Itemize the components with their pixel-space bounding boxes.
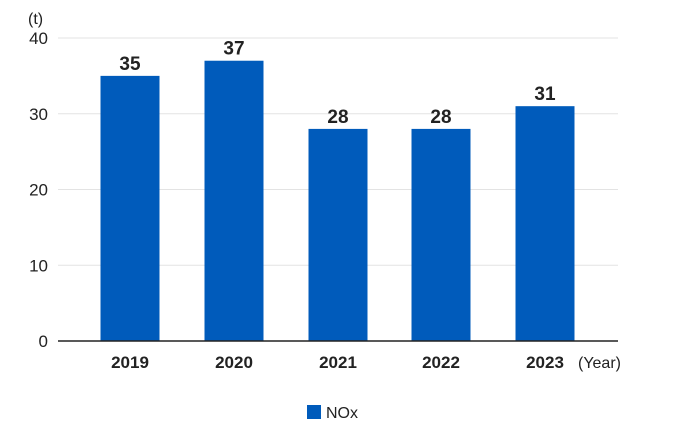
legend-label-nox: NOx (326, 405, 358, 422)
data-label-2019: 35 (119, 54, 141, 75)
bar-2022 (411, 128, 471, 341)
data-label-2020: 37 (223, 39, 244, 60)
data-label-2021: 28 (327, 107, 348, 128)
legend: NOx (307, 405, 358, 422)
bar-2023 (515, 106, 575, 341)
legend-swatch-nox (307, 405, 321, 419)
x-tick-label-2019: 2019 (111, 353, 149, 372)
y-axis-unit-label: (t) (28, 11, 43, 28)
x-tick-label-2022: 2022 (422, 353, 460, 372)
bars (100, 60, 575, 341)
data-label-2023: 31 (534, 84, 556, 105)
x-tick-label-2021: 2021 (319, 353, 357, 372)
y-tick-label: 0 (39, 332, 48, 351)
y-tick-label: 10 (29, 256, 48, 275)
x-tick-label-2020: 2020 (215, 353, 253, 372)
bar-2021 (308, 128, 368, 341)
y-tick-label: 40 (29, 29, 48, 48)
y-tick-label: 20 (29, 181, 48, 200)
bar-2020 (204, 60, 264, 341)
y-tick-label: 30 (29, 105, 48, 124)
x-axis-tick-labels: 2019 2020 2021 2022 2023 (111, 353, 564, 372)
bar-2019 (100, 75, 160, 341)
x-tick-label-2023: 2023 (526, 353, 564, 372)
x-axis-unit-label: (Year) (578, 355, 621, 372)
data-label-2022: 28 (430, 107, 451, 128)
y-axis-tick-labels: 0 10 20 30 40 (29, 29, 48, 351)
bar-value-labels: 35 37 28 28 31 (119, 39, 556, 128)
